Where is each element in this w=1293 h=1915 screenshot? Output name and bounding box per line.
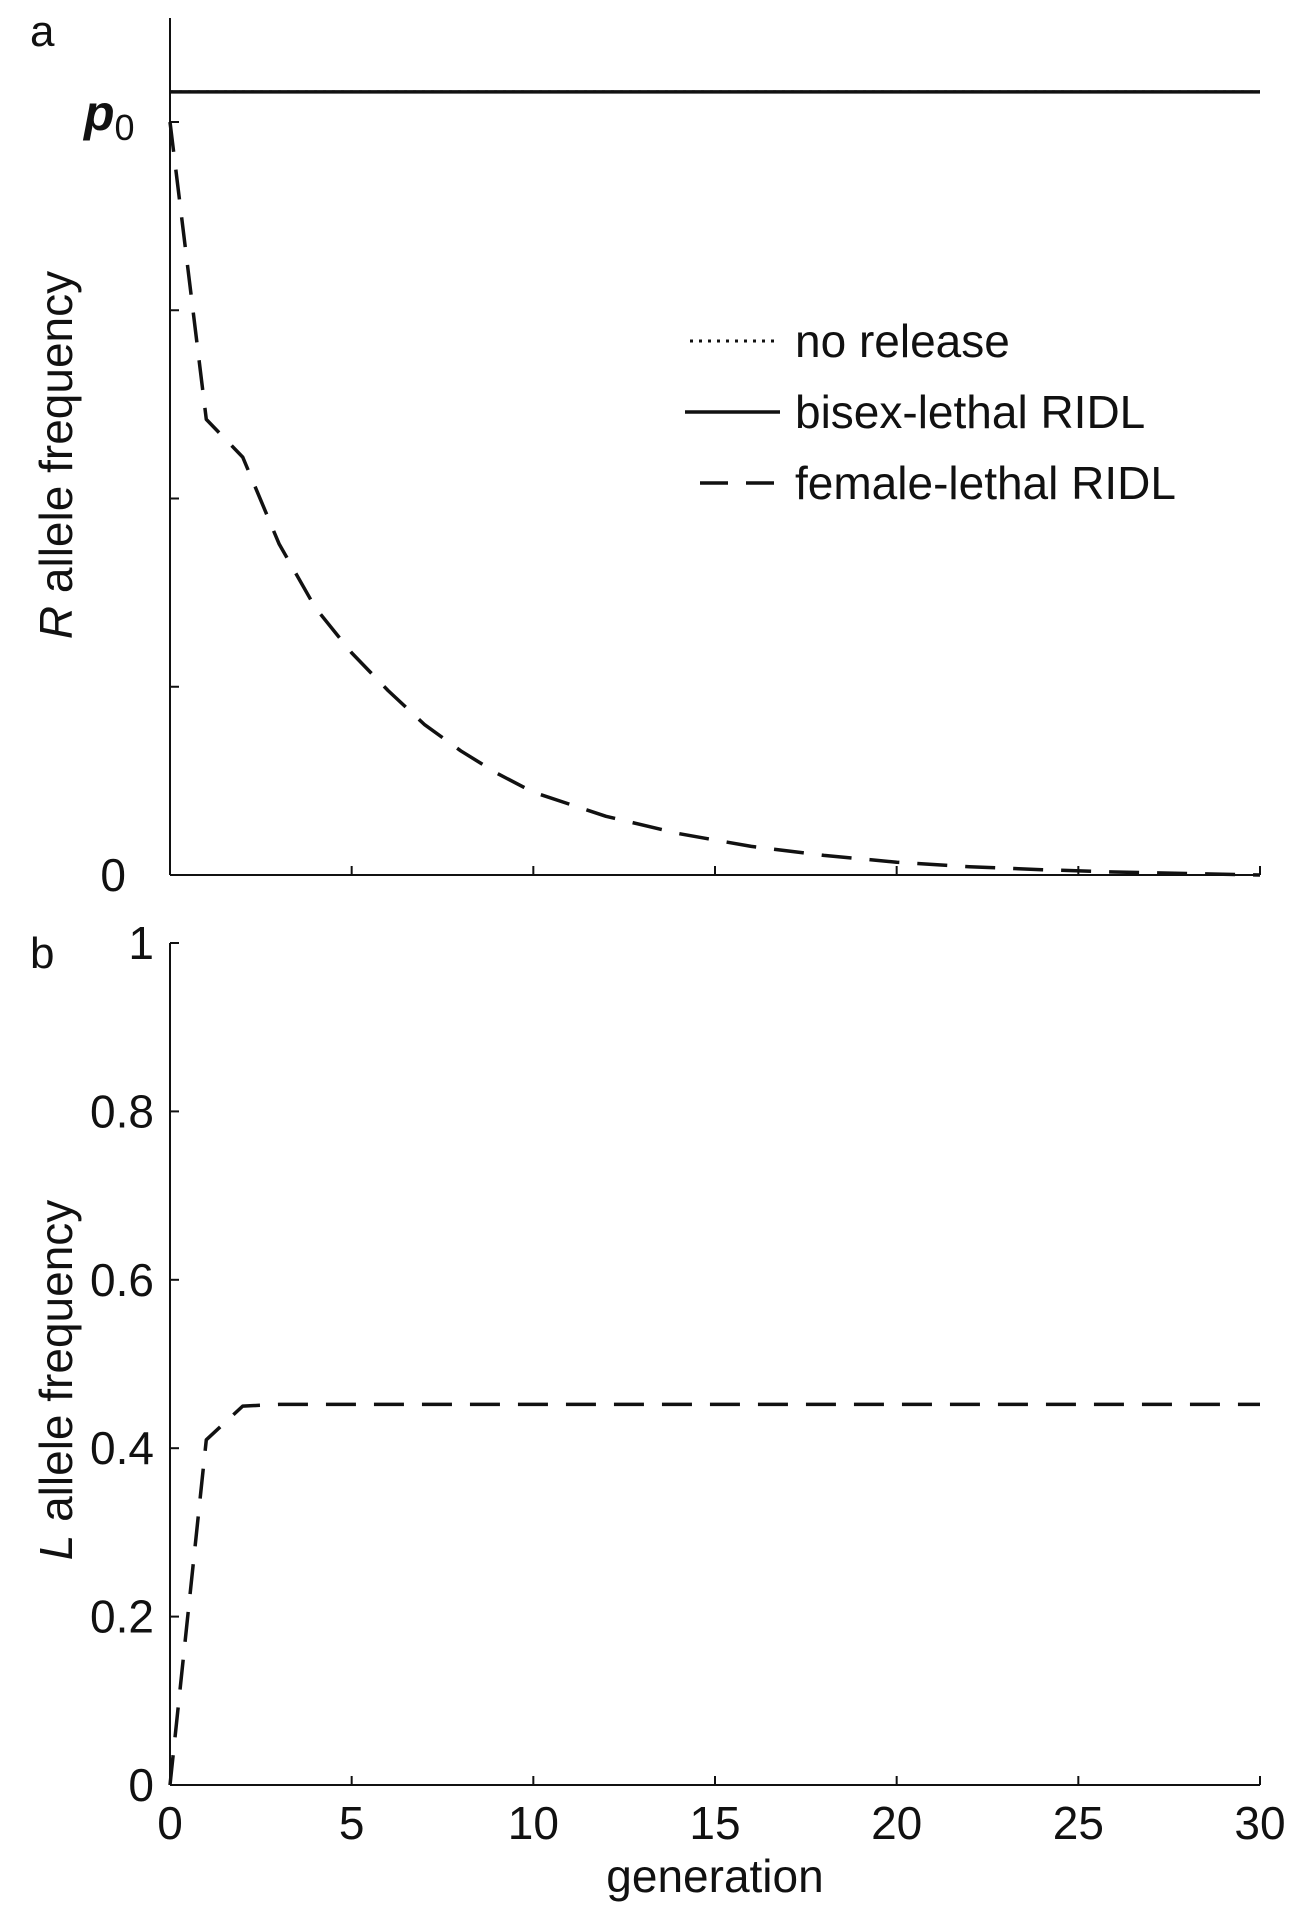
panel-b-ticks: 0 5 10 15 20 25 30 0 0.2 0.4 0.6 0.8 1 [90, 917, 1286, 1849]
legend-label-female-lethal: female-lethal RIDL [795, 457, 1176, 509]
panel-b-x-tick-label: 30 [1234, 1797, 1285, 1849]
panel-a-legend: no release bisex-lethal RIDL female-leth… [685, 315, 1176, 509]
panel-b-x-tick-label: 5 [339, 1797, 365, 1849]
panel-b-y-tick-label: 0.6 [90, 1254, 154, 1306]
panel-a-y-axis-label-text: allele frequency [30, 271, 82, 606]
panel-b-chart: b 0 5 10 15 20 25 30 0 0.2 0.4 0.6 0.8 1 L allele fr… [30, 917, 1286, 1902]
panel-b-y-tick-label: 0.8 [90, 1085, 154, 1137]
p0-symbol: p [82, 85, 115, 141]
p0-subscript: 0 [115, 107, 135, 148]
panel-a-y-tick-label-p0: p0 [82, 85, 135, 148]
panel-a-label: a [30, 7, 55, 56]
panel-a-series-line-2 [168, 121, 1261, 877]
panel-b-x-axis-label: generation [606, 1850, 823, 1902]
panel-b-y-tick-label: 1 [128, 917, 154, 969]
panel-b-x-tick-label: 20 [871, 1797, 922, 1849]
legend-label-bisex-lethal: bisex-lethal RIDL [795, 386, 1145, 438]
panel-a-series [168, 90, 1261, 877]
panel-a-y-axis-label: R allele frequency [30, 271, 82, 639]
panel-b-label: b [30, 929, 54, 978]
panel-b-y-tick-label: 0.2 [90, 1591, 154, 1643]
panel-b-x-tick-label: 10 [508, 1797, 559, 1849]
panel-a-chart: a 0 p0 R allele frequency no release bis… [30, 7, 1261, 901]
panel-b-x-tick-label: 15 [689, 1797, 740, 1849]
panel-b-x-tick-label: 25 [1053, 1797, 1104, 1849]
panel-b-y-axis-label: L allele frequency [30, 1200, 82, 1561]
panel-a-y-tick-label-zero: 0 [100, 849, 126, 901]
panel-b-series-line-0 [168, 1402, 1260, 1786]
panel-a-ticks [169, 121, 1261, 876]
panel-b-y-axis-label-symbol: L [30, 1535, 82, 1561]
panel-b-y-tick-label: 0.4 [90, 1422, 154, 1474]
panel-b-series [168, 1402, 1260, 1786]
panel-b-x-tick-label: 0 [157, 1797, 183, 1849]
panel-b-y-axis-label-text: allele frequency [30, 1200, 82, 1535]
legend-label-no-release: no release [795, 315, 1010, 367]
panel-b-y-tick-label: 0 [128, 1759, 154, 1811]
panel-a-y-axis-label-symbol: R [30, 606, 82, 639]
